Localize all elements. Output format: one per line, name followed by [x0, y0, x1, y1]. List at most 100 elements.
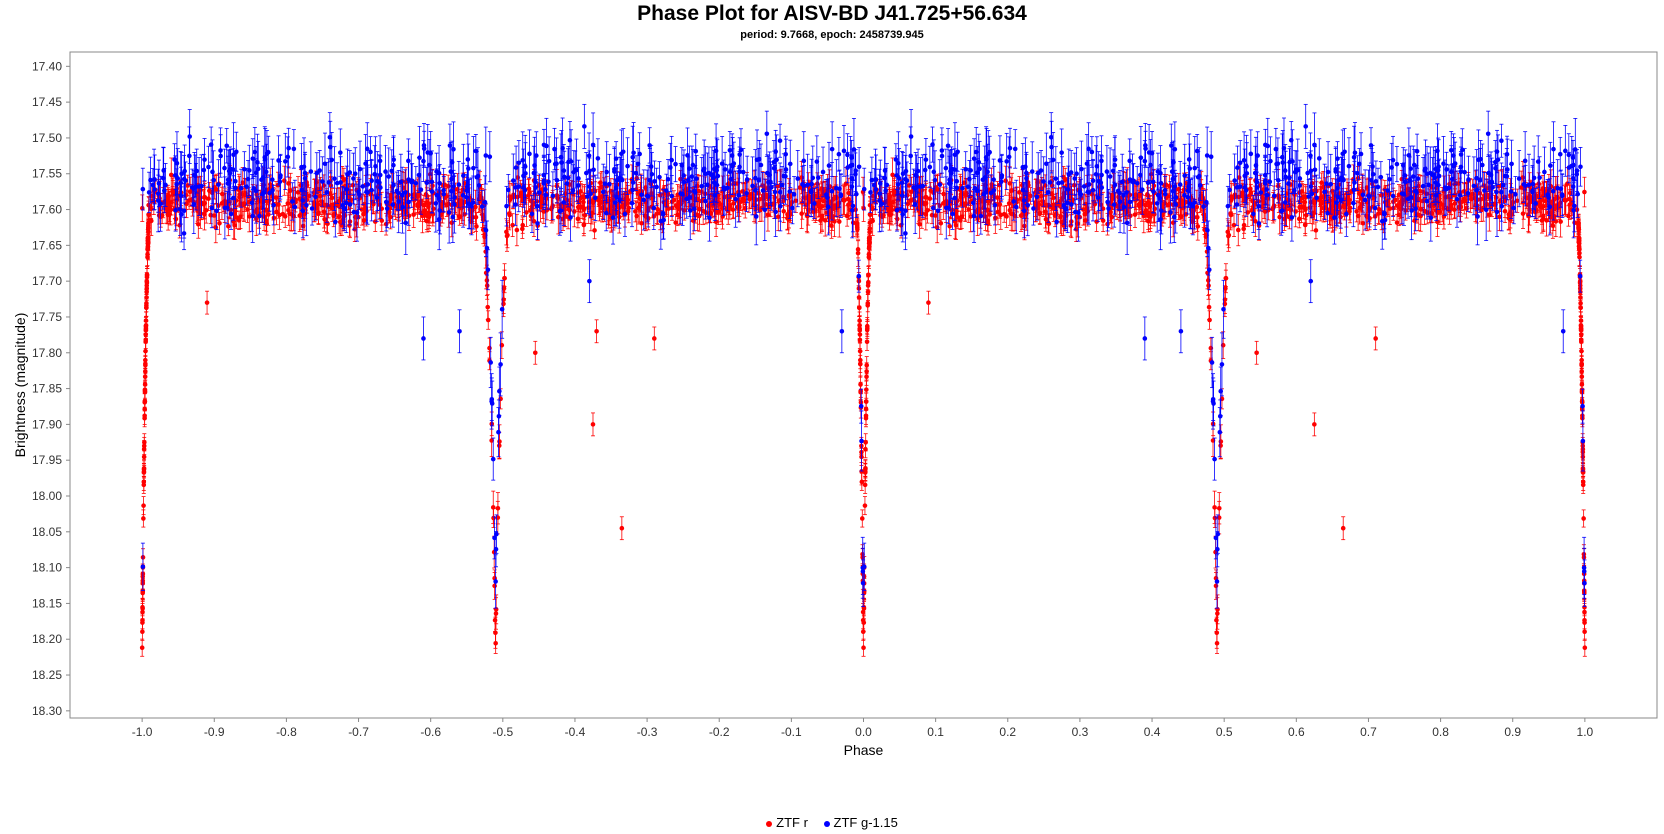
data-point	[489, 438, 494, 443]
data-point	[635, 205, 641, 211]
data-point	[1514, 198, 1520, 204]
data-point	[497, 439, 502, 444]
data-point	[1068, 223, 1074, 228]
data-point	[836, 219, 842, 224]
data-point	[1356, 191, 1362, 196]
data-point	[313, 180, 319, 185]
data-point	[1239, 191, 1245, 196]
data-point	[1083, 201, 1089, 207]
data-point	[799, 211, 804, 216]
data-point	[1035, 180, 1040, 185]
data-point	[635, 191, 641, 196]
data-point	[1357, 205, 1362, 211]
data-point	[961, 180, 967, 185]
data-point	[1333, 207, 1339, 213]
data-point	[1241, 226, 1246, 232]
data-point	[638, 188, 644, 194]
data-point	[862, 503, 868, 508]
data-point	[938, 221, 944, 226]
data-point	[612, 207, 617, 213]
data-point	[1502, 208, 1508, 214]
data-point	[1028, 193, 1033, 199]
data-point	[245, 207, 250, 212]
data-point	[141, 503, 146, 508]
data-point	[493, 630, 498, 636]
data-point	[842, 198, 847, 203]
data-point	[1207, 317, 1212, 323]
data-point	[1359, 188, 1365, 194]
data-point	[1438, 201, 1444, 207]
data-point	[1218, 439, 1224, 444]
data-point	[1043, 209, 1048, 215]
data-point	[1170, 220, 1176, 226]
data-point	[987, 212, 993, 217]
data-point	[226, 223, 231, 229]
data-point	[1071, 182, 1077, 188]
data-point	[485, 304, 491, 310]
data-point	[1006, 201, 1012, 206]
data-point	[350, 182, 356, 188]
data-point	[473, 214, 479, 220]
data-point	[354, 221, 359, 226]
data-point	[520, 226, 525, 232]
data-point	[1206, 304, 1212, 310]
data-point	[690, 202, 695, 208]
data-point	[947, 223, 953, 229]
data-point	[807, 199, 812, 205]
data-point	[731, 201, 736, 206]
data-point	[1563, 198, 1569, 203]
data-point	[775, 214, 781, 220]
data-point	[361, 218, 367, 223]
data-point	[217, 221, 222, 226]
data-point	[1520, 211, 1526, 216]
data-point	[1354, 209, 1359, 214]
data-point	[485, 317, 491, 323]
data-point	[966, 207, 972, 212]
data-point	[1387, 206, 1393, 211]
data-point	[655, 207, 661, 212]
data-point	[1558, 219, 1563, 224]
data-point	[206, 196, 211, 201]
data-point	[1214, 630, 1220, 636]
data-point	[139, 205, 145, 211]
data-point	[321, 209, 327, 215]
data-point	[449, 220, 455, 226]
data-point	[1100, 218, 1106, 223]
data-point	[1043, 217, 1049, 222]
data-point	[322, 217, 327, 222]
data-point	[632, 209, 638, 214]
data-point	[362, 201, 367, 207]
data-point	[927, 196, 933, 201]
data-point	[1210, 438, 1216, 443]
data-point	[1195, 214, 1200, 220]
data-point	[359, 207, 365, 212]
data-point	[1528, 199, 1534, 205]
data-point	[1080, 207, 1086, 212]
data-point	[1075, 221, 1080, 226]
data-point	[793, 198, 799, 204]
data-point	[1452, 201, 1458, 206]
data-point	[1178, 214, 1184, 219]
data-point	[1497, 214, 1502, 220]
data-point	[518, 191, 523, 196]
data-point	[266, 212, 271, 217]
data-point	[1327, 206, 1333, 212]
phase-plot: -1.0 -0.9 -0.8 -0.7 -0.6 -0.5 -0.4 -0.3 -0.2 -0.1…	[12, 51, 1658, 758]
data-point	[781, 208, 787, 214]
data-point	[457, 214, 462, 219]
data-point	[1550, 223, 1556, 228]
data-point	[474, 224, 479, 229]
data-point	[1195, 224, 1201, 229]
data-layer	[139, 103, 1588, 657]
data-point	[666, 206, 671, 211]
data-point	[1376, 207, 1382, 212]
data-point	[717, 201, 722, 207]
data-point	[1208, 345, 1214, 351]
data-point	[379, 218, 385, 223]
data-point	[1083, 218, 1088, 223]
data-point	[606, 206, 612, 212]
data-point	[1411, 202, 1417, 208]
data-point	[240, 180, 246, 185]
data-point	[285, 201, 291, 206]
data-point	[487, 345, 492, 351]
